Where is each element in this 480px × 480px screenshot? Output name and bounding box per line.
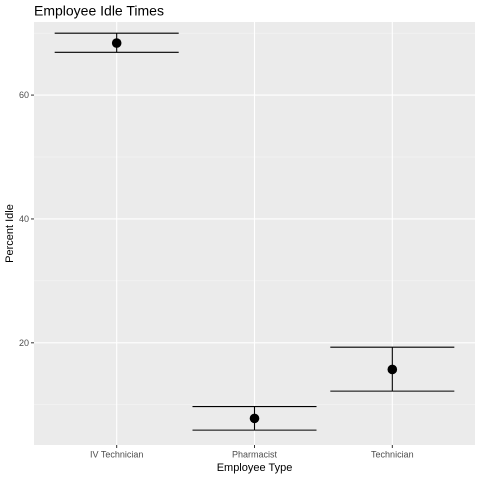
y-axis-ticks: 20 40 60 [19, 90, 34, 348]
x-tick-label: Pharmacist [232, 450, 278, 460]
data-point [111, 38, 122, 48]
data-points [111, 38, 398, 424]
x-axis-title: Employee Type [217, 462, 293, 474]
x-tick-label: IV Technician [90, 450, 143, 460]
data-point [249, 413, 260, 424]
x-axis-ticks: IV Technician Pharmacist Technician [90, 445, 414, 460]
y-tick-label: 20 [19, 338, 29, 348]
y-axis-title: Percent Idle [4, 204, 16, 263]
x-tick-label: Technician [371, 450, 414, 460]
y-tick-label: 60 [19, 90, 29, 100]
data-point [387, 364, 398, 375]
y-tick-label: 40 [19, 214, 29, 224]
chart-title: Employee Idle Times [34, 3, 164, 19]
